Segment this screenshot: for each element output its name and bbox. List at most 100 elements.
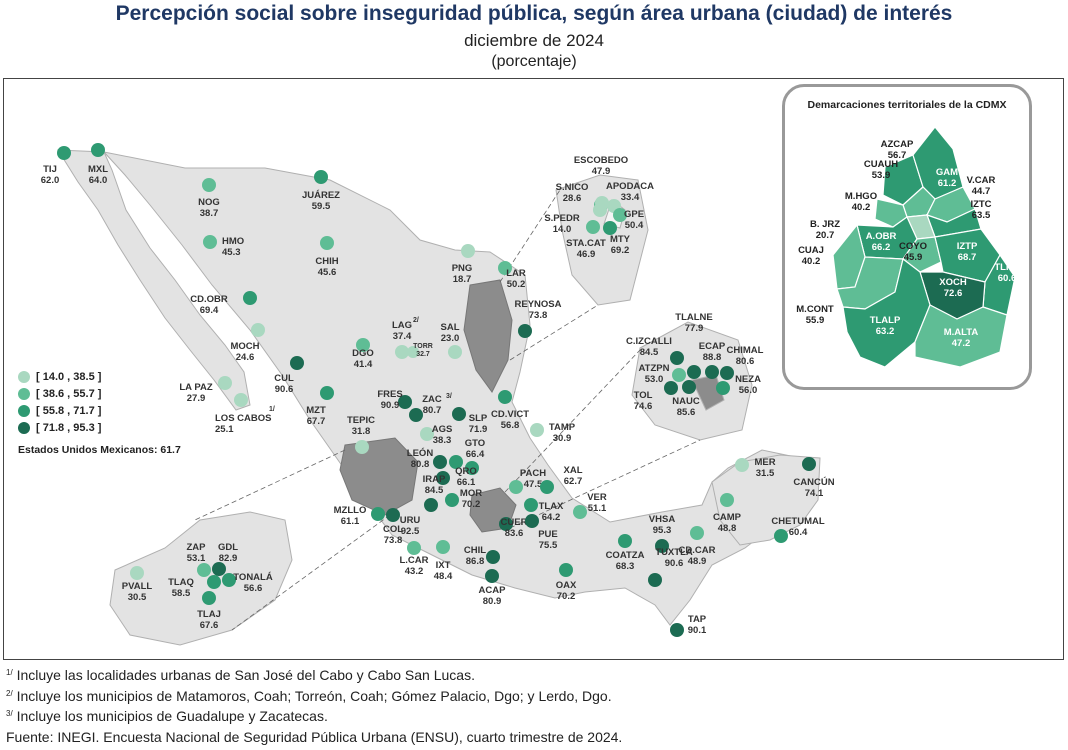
city-name: QRO — [455, 466, 477, 477]
city-dot — [540, 480, 554, 494]
city-name: CAMP — [713, 512, 742, 523]
city-value: 74.6 — [634, 401, 653, 412]
city-name: CHETUMAL — [771, 516, 824, 527]
city-name: ATZPN — [639, 363, 670, 374]
city-value: 88.8 — [703, 352, 722, 363]
city-name: TEPIC — [347, 415, 375, 426]
city-dot — [618, 534, 632, 548]
city-value: 90.6 — [275, 384, 294, 395]
city-name: L.CAR — [399, 555, 428, 566]
city-name: MZT — [306, 405, 326, 416]
city-name: LA PAZ — [179, 382, 212, 393]
city-value: 31.5 — [756, 468, 775, 479]
cdmx-inset: Demarcaciones territoriales de la CDMX A… — [782, 84, 1032, 390]
district-name: IZTC — [970, 199, 991, 210]
city-value: 67.6 — [200, 620, 219, 631]
page-title: Percepción social sobre inseguridad públ… — [115, 2, 953, 25]
district-value: 63.2 — [876, 326, 895, 337]
district-name: COYO — [899, 241, 927, 252]
unit-label: (porcentaje) — [491, 53, 577, 70]
city-name: APODACA — [606, 181, 654, 192]
city-dot — [212, 562, 226, 576]
city-value: 61.1 — [341, 516, 360, 527]
city-value: 37.4 — [393, 331, 412, 342]
district-name: CUAUH — [864, 159, 898, 170]
city-value: 59.5 — [312, 201, 331, 212]
city-value: 75.5 — [539, 540, 558, 551]
legend-swatch-3 — [18, 404, 30, 417]
district-value: 40.2 — [802, 256, 821, 267]
city-name: PVALL — [122, 581, 153, 592]
city-name: URU — [400, 515, 421, 526]
district-name: IZTP — [957, 241, 978, 252]
legend: [ 14.0 , 38.5 ] [ 38.6 , 55.7 ] [ 55.8 ,… — [18, 368, 101, 436]
city-name: MOR — [460, 488, 482, 499]
city-dot — [448, 345, 462, 359]
district-value: 60.6 — [998, 273, 1017, 284]
city-name: JUÁREZ — [302, 190, 340, 201]
legend-swatch-2 — [18, 387, 30, 400]
city-dot — [705, 365, 719, 379]
city-value: 25.1 — [215, 424, 234, 435]
legend-swatch-1 — [18, 370, 30, 383]
city-name: VER — [587, 492, 607, 503]
district-malta — [914, 304, 1008, 368]
city-name: ZAC — [422, 394, 442, 405]
legend-item: [ 71.8 , 95.3 ] — [18, 419, 101, 436]
city-dot — [603, 221, 617, 235]
city-name: NEZA — [735, 374, 761, 385]
city-dot — [573, 505, 587, 519]
city-value: 30.5 — [128, 592, 147, 603]
city-dot — [524, 498, 538, 512]
city-value: 38.7 — [200, 208, 219, 219]
city-value: 48.8 — [718, 523, 737, 534]
inset-title: Demarcaciones territoriales de la CDMX — [807, 99, 1007, 111]
city-dot — [716, 381, 730, 395]
city-dot — [687, 365, 701, 379]
city-dot — [436, 471, 450, 485]
district-value: 61.2 — [938, 178, 957, 189]
city-name: DGO — [352, 348, 374, 359]
district-value: 20.7 — [816, 230, 835, 241]
city-name: NAUC — [672, 396, 700, 407]
city-dot — [356, 338, 370, 352]
district-name: B. JRZ — [810, 219, 840, 230]
city-dot — [525, 514, 539, 528]
district-name: M.CONT — [796, 304, 834, 315]
city-value: 86.8 — [466, 556, 485, 567]
city-name: S.NICO — [556, 182, 589, 193]
city-name: S.PEDR — [544, 213, 580, 224]
city-dot — [690, 526, 704, 540]
city-value: 56.0 — [739, 385, 758, 396]
city-dot — [436, 540, 450, 554]
city-value: 77.9 — [685, 323, 704, 334]
city-name: VHSA — [649, 514, 676, 525]
